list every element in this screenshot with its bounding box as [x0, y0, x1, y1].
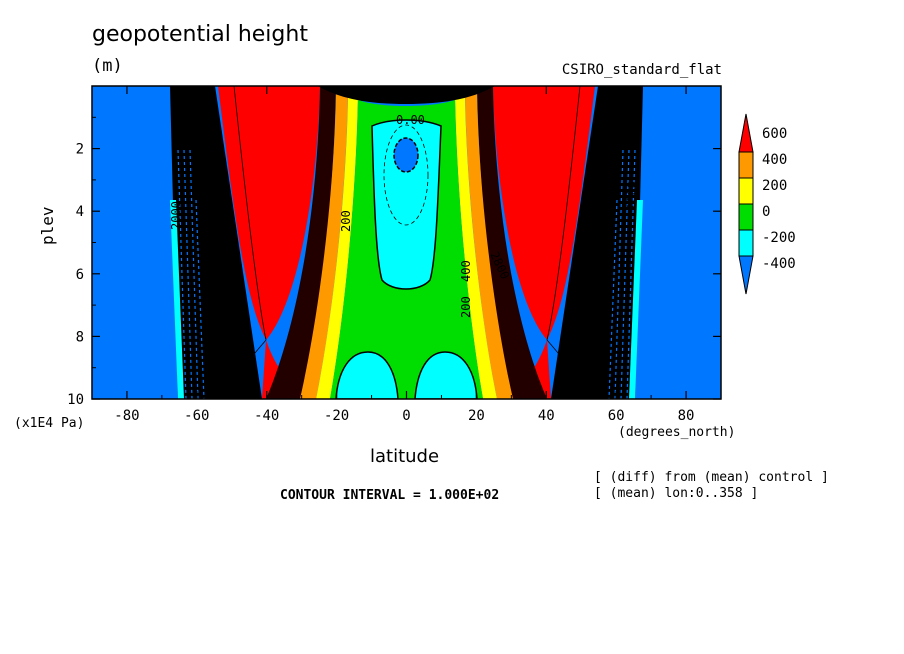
gradient-band-north — [551, 86, 643, 399]
x-tick-label: 0 — [402, 408, 410, 424]
x-tick-label: 20 — [468, 408, 485, 424]
colorbar-swatch — [738, 255, 754, 295]
tropics-minimum — [393, 137, 419, 173]
chart-title: geopotential height — [92, 22, 308, 47]
contour-interval: CONTOUR INTERVAL = 1.000E+02 — [280, 488, 500, 503]
dashed-contour — [383, 124, 429, 226]
y-tick-label: 6 — [76, 267, 84, 283]
contour-label-zero: 0.00 — [396, 113, 425, 127]
y-axis: 2 4 6 8 10 — [67, 116, 721, 408]
high-contours — [221, 86, 592, 399]
y-axis-units: (x1E4 Pa) — [14, 416, 85, 431]
band-200-south — [316, 96, 358, 399]
x-axis-title: latitude — [370, 446, 440, 467]
contour-field — [92, 86, 721, 399]
contour-label-200-south: 200 — [339, 210, 353, 232]
x-tick-label: -60 — [184, 408, 209, 424]
dense-s — [266, 86, 336, 399]
colorbar-swatch — [738, 177, 754, 205]
top-cap — [318, 86, 495, 104]
x-tick-label: 60 — [608, 408, 625, 424]
high-south — [218, 86, 320, 340]
colorbar-label: -200 — [762, 230, 796, 246]
band-400-north — [465, 92, 513, 399]
y-tick-label: 4 — [76, 204, 84, 220]
x-tick-label: -20 — [324, 408, 349, 424]
contour-label-200: 200 — [459, 296, 473, 318]
x-axis: -80 -60 -40 -20 0 20 40 60 80 — [91, 86, 722, 424]
contour-label-2000-south: 2000 — [169, 201, 183, 230]
x-tick-label: 80 — [678, 408, 695, 424]
colorbar-swatch — [738, 203, 754, 231]
colorbar-swatch — [738, 113, 754, 153]
colorbar-label: -400 — [762, 256, 796, 272]
colorbar: 600 400 200 0 -200 -400 — [738, 113, 796, 295]
y-tick-label: 2 — [76, 142, 84, 158]
gradient-band-south — [170, 86, 262, 399]
high-north — [493, 86, 595, 340]
band-400-south — [300, 92, 348, 399]
dense-n — [477, 86, 547, 399]
tropics-negative-lower-north — [414, 351, 478, 399]
y-tick-label: 8 — [76, 329, 84, 345]
band-200-north — [455, 96, 497, 399]
contour-label-400: 400 — [459, 260, 473, 282]
fringe-s — [170, 200, 184, 399]
colorbar-label: 200 — [762, 178, 787, 194]
units-label: (m) — [92, 56, 123, 76]
fringe-n — [629, 200, 643, 399]
contour-label-2000-north: 2000 — [625, 181, 639, 210]
tropics-negative-lower-south — [335, 351, 399, 399]
x-tick-label: 40 — [538, 408, 555, 424]
colorbar-swatch — [738, 151, 754, 179]
y-axis-title: plev — [38, 206, 57, 245]
x-tick-label: -80 — [114, 408, 139, 424]
contour-labels: 0.00 200 200 400 2000 2000 2800 2800 — [169, 113, 639, 318]
x-tick-label: -40 — [254, 408, 279, 424]
tropics-negative-upper — [371, 119, 442, 290]
colorbar-label: 400 — [762, 152, 787, 168]
colorbar-label: 600 — [762, 126, 787, 142]
note-mean: [ (mean) lon:0..358 ] — [594, 486, 759, 501]
y-tick-label: 10 — [67, 392, 84, 408]
dataset-label: CSIRO_standard_flat — [561, 62, 722, 78]
x-axis-units: (degrees_north) — [618, 425, 736, 440]
note-diff: [ (diff) from (mean) control ] — [594, 470, 829, 485]
colorbar-label: 0 — [762, 204, 770, 220]
colorbar-swatch — [738, 229, 754, 257]
